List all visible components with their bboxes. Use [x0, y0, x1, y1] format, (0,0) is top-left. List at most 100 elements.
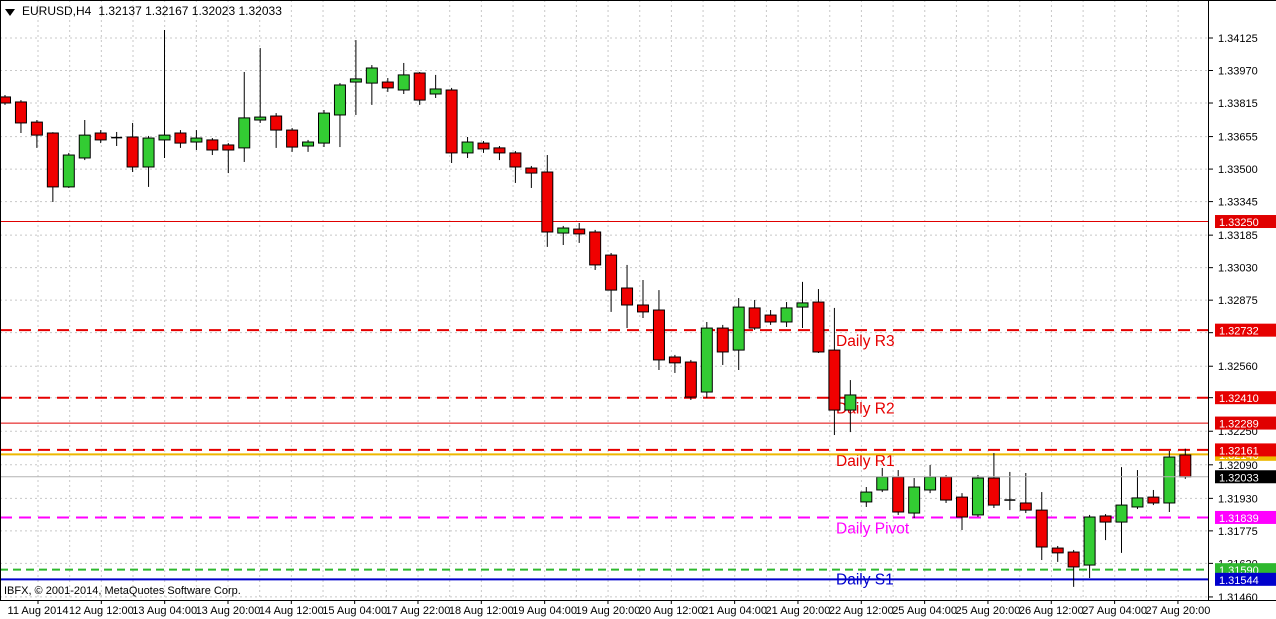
bull-candle-body	[142, 137, 155, 168]
bull-candle-body	[796, 302, 809, 308]
bear-candle-body	[493, 147, 506, 154]
bear-candle-body	[509, 152, 522, 168]
price-tick-label: 1.32875	[1218, 295, 1258, 307]
bear-candle-body	[174, 132, 187, 144]
daily-s1-axis-label-box	[1215, 572, 1276, 586]
daily-r3-axis-label-box	[1215, 323, 1276, 337]
time-tick-label: 21 Aug 20:00	[766, 605, 831, 617]
bear-candle-body	[413, 72, 426, 101]
gridlines	[0, 0, 1208, 600]
bear-candle-body	[764, 314, 777, 323]
price-tick-label: 1.33970	[1218, 66, 1258, 78]
price-tick-label: 1.33030	[1218, 263, 1258, 275]
bull-candle-body	[238, 117, 251, 149]
broker-copyright: IBFX, © 2001-2014, MetaQuotes Software C…	[4, 585, 241, 597]
time-tick-label: 14 Aug 12:00	[259, 605, 324, 617]
bear-candle-body	[621, 287, 634, 306]
bear-candle-body	[668, 356, 681, 364]
bear-candle-body	[956, 496, 968, 518]
bear-candle-body	[1019, 502, 1032, 511]
candles	[0, 30, 1192, 587]
bull-candle-body	[700, 327, 713, 393]
bear-candle-body	[1035, 509, 1048, 548]
bear-candle-body	[126, 136, 139, 168]
bull-candle-body	[190, 137, 203, 143]
bear-candle-body	[684, 361, 697, 398]
bear-candle-body	[46, 132, 59, 188]
time-tick-label: 17 Aug 22:00	[386, 605, 451, 617]
time-tick-label: 20 Aug 12:00	[639, 605, 704, 617]
bear-candle-body	[812, 301, 825, 353]
price-tick-label: 1.33815	[1218, 98, 1258, 110]
bull-candle-body	[780, 307, 793, 323]
daily-s1-axis-label-value: 1.31544	[1219, 575, 1259, 587]
bull-candle-body	[844, 394, 857, 411]
bull-candle-body	[1083, 516, 1096, 566]
time-tick-label: 15 Aug 04:00	[322, 605, 387, 617]
bear-candle-body	[1099, 515, 1112, 523]
bear-candle-body	[286, 129, 299, 148]
bear-candle-body	[1067, 551, 1080, 568]
resistance-13229-axis-label-value: 1.32289	[1219, 419, 1259, 431]
bear-candle-body	[0, 96, 11, 104]
bull-candle-body	[62, 154, 75, 188]
bear-candle-body	[1051, 547, 1064, 554]
bear-candle-body	[573, 228, 586, 235]
bear-candle-body	[222, 144, 235, 151]
time-tick-label: 11 Aug 2014	[8, 605, 69, 617]
bull-candle-body	[971, 477, 984, 516]
price-tick-label: 1.31460	[1218, 592, 1258, 604]
symbol-dropdown-triangle-icon	[5, 8, 15, 16]
daily-r3-text[interactable]: Daily R3	[836, 333, 895, 350]
chart-title: EURUSD,H4 1.32137 1.32167 1.32023 1.3203…	[5, 4, 282, 18]
daily-pivot-text[interactable]: Daily Pivot	[836, 520, 910, 537]
daily-pivot-axis-label-value: 1.31839	[1219, 513, 1259, 525]
bear-candle-body	[477, 142, 490, 150]
price-tick-label: 1.33345	[1218, 197, 1258, 209]
bear-candle-body	[270, 115, 283, 131]
daily-r1-text[interactable]: Daily R1	[836, 453, 895, 470]
resistance-13229-axis-label-box	[1215, 416, 1276, 430]
resistance-13325-axis-label-box	[1215, 215, 1276, 229]
bull-candle-body	[78, 134, 91, 159]
bear-candle-body	[1179, 454, 1192, 478]
bear-candle-body	[637, 304, 649, 313]
daily-r2-axis-label-value: 1.32410	[1219, 393, 1259, 405]
current-price-axis-label-value: 1.32033	[1219, 472, 1259, 484]
bear-candle-body	[1147, 496, 1160, 504]
price-tick-label: 1.31775	[1218, 526, 1258, 538]
bear-candle-body	[652, 309, 665, 361]
bull-candle-body	[365, 67, 378, 84]
current-price-axis-label-box	[1215, 470, 1276, 484]
time-tick-label: 25 Aug 20:00	[956, 605, 1021, 617]
bear-candle-body	[94, 132, 107, 141]
bear-candle-body	[589, 231, 602, 266]
time-tick-label: 19 Aug 20:00	[576, 605, 641, 617]
time-tick-label: 12 Aug 12:00	[69, 605, 134, 617]
time-tick-label: 22 Aug 12:00	[829, 605, 894, 617]
time-tick-label: 27 Aug 04:00	[1082, 605, 1147, 617]
bull-candle-body	[908, 486, 921, 514]
time-tick-label: 13 Aug 04:00	[132, 605, 197, 617]
bull-candle-body	[732, 306, 745, 351]
bear-candle-body	[30, 121, 43, 136]
price-tick-label: 1.31930	[1218, 493, 1258, 505]
price-axis-level-labels: 1.332501.327321.324101.322891.321401.321…	[1215, 215, 1276, 587]
bear-candle-body	[541, 171, 554, 233]
bull-candle-body	[397, 74, 410, 91]
bear-candle-body	[381, 81, 394, 89]
bear-candle-body	[987, 477, 1000, 506]
level-lines	[0, 221, 1208, 581]
bull-candle-body	[461, 141, 474, 154]
price-tick-label: 1.32560	[1218, 361, 1258, 373]
bear-candle-body	[14, 101, 27, 124]
price-tick-label: 1.33655	[1218, 132, 1258, 144]
bull-candle-body	[158, 134, 171, 141]
bear-candle-body	[445, 89, 458, 154]
bear-candle-body	[525, 167, 538, 174]
daily-r1-axis-label-box	[1215, 443, 1276, 457]
